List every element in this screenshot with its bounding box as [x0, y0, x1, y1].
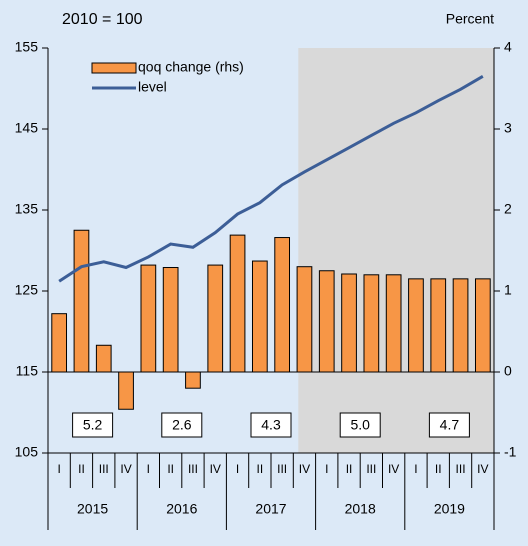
x-tick-label: II — [257, 462, 264, 476]
bar — [318, 270, 335, 373]
annual-label: 5.2 — [83, 417, 103, 433]
bar — [251, 260, 268, 373]
year-label: 2016 — [166, 501, 197, 517]
y2-tick-label: 3 — [504, 120, 512, 136]
x-tick-label: IV — [120, 462, 131, 476]
annual-box — [339, 412, 381, 438]
y2-tick-label: 1 — [504, 282, 512, 298]
annual-label: 2.6 — [172, 417, 192, 433]
legend-label: qoq change (rhs) — [138, 59, 244, 75]
x-tick-label: IV — [210, 462, 221, 476]
bar — [408, 278, 424, 373]
bar — [51, 313, 68, 373]
right-axis-label: Percent — [446, 11, 494, 27]
y-tick-label: 115 — [16, 363, 39, 379]
bar — [296, 266, 313, 373]
bar — [118, 371, 134, 410]
x-tick-label: II — [167, 462, 174, 476]
bar — [185, 371, 201, 389]
x-tick-label: III — [366, 462, 376, 476]
annual-label: 4.3 — [261, 417, 281, 433]
bar — [207, 264, 224, 373]
annual-box — [161, 412, 203, 438]
x-tick-label: II — [346, 462, 353, 476]
x-tick-label: III — [277, 462, 287, 476]
line — [58, 75, 484, 283]
bar — [73, 229, 90, 373]
legend-swatch — [91, 62, 137, 74]
y-tick-label: 125 — [15, 282, 39, 298]
x-tick-label: III — [188, 462, 198, 476]
forecast-shade — [298, 48, 494, 453]
annual-label: 5.0 — [350, 417, 370, 433]
x-tick-label: I — [414, 462, 417, 476]
bar — [385, 274, 402, 373]
bar — [363, 274, 380, 373]
bar — [430, 278, 447, 373]
annual-box — [428, 412, 470, 438]
year-label: 2019 — [434, 501, 465, 517]
x-tick-label: II — [78, 462, 85, 476]
x-tick-label: IV — [299, 462, 310, 476]
x-tick-label: II — [435, 462, 442, 476]
legend-label: level — [138, 79, 167, 95]
x-tick-label: I — [236, 462, 239, 476]
y-tick-label: 135 — [15, 201, 39, 217]
bar — [274, 237, 291, 373]
bar — [162, 267, 179, 373]
year-label: 2015 — [77, 501, 108, 517]
bar — [140, 264, 157, 373]
x-tick-label: I — [57, 462, 60, 476]
y2-tick-label: 2 — [504, 201, 512, 217]
bar — [474, 278, 491, 373]
y2-tick-label: 4 — [504, 39, 512, 55]
x-tick-label: IV — [477, 462, 488, 476]
y2-tick-label: -1 — [504, 444, 517, 460]
y-tick-label: 105 — [15, 444, 39, 460]
bar — [452, 278, 469, 373]
x-tick-label: I — [325, 462, 328, 476]
y-tick-label: 145 — [15, 120, 39, 136]
bar — [229, 234, 246, 373]
left-axis-label: 2010 = 100 — [62, 11, 143, 28]
y-tick-label: 155 — [15, 39, 39, 55]
annual-box — [72, 412, 114, 438]
x-tick-label: I — [147, 462, 150, 476]
annual-box — [250, 412, 292, 438]
x-tick-label: IV — [388, 462, 399, 476]
year-label: 2017 — [255, 501, 286, 517]
annual-label: 4.7 — [440, 417, 460, 433]
year-label: 2018 — [345, 501, 376, 517]
x-tick-label: III — [99, 462, 109, 476]
bar — [341, 273, 357, 373]
x-tick-label: III — [456, 462, 466, 476]
y2-tick-label: 0 — [504, 363, 512, 379]
bar — [95, 344, 112, 373]
